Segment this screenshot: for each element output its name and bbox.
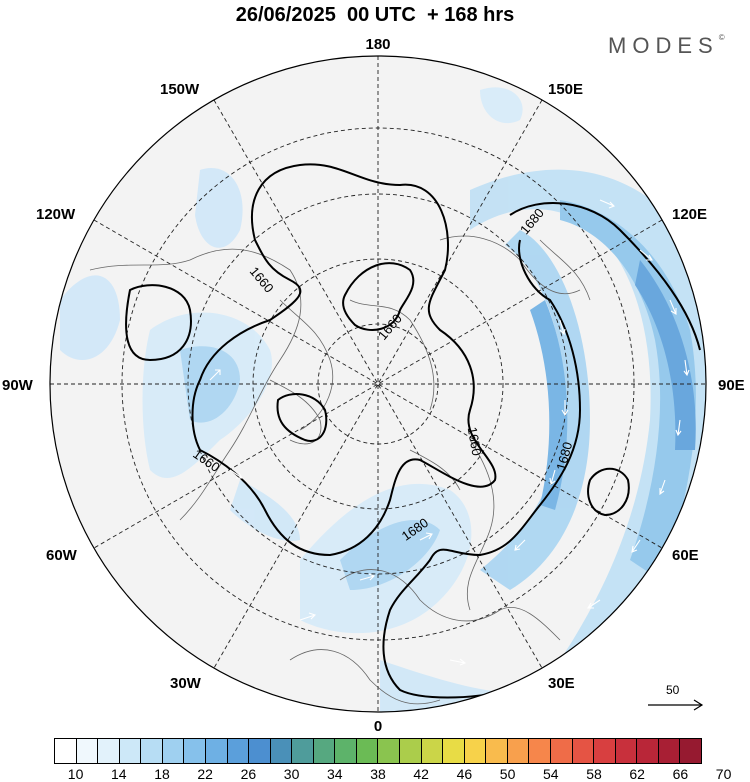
colorbar-segment xyxy=(227,739,250,763)
lon-label-30e: 30E xyxy=(548,675,575,692)
copyright-mark: © xyxy=(718,33,725,42)
contour-label: 1680 xyxy=(553,440,575,472)
colorbar-segment xyxy=(572,739,595,763)
colorbar-segment xyxy=(98,739,120,763)
colorbar-segment xyxy=(594,739,616,763)
colorbar-tick-label: 62 xyxy=(629,766,645,782)
colorbar-segment xyxy=(119,739,142,763)
colorbar-segment xyxy=(335,739,357,763)
colorbar-tick-label: 26 xyxy=(240,766,257,782)
colorbar-tick-label: 54 xyxy=(543,766,559,782)
colorbar-tick-label: 42 xyxy=(413,766,429,782)
colorbar-tick-label: 70 xyxy=(715,766,732,782)
colorbar-tick-label: 38 xyxy=(370,766,386,782)
reference-vector xyxy=(648,699,704,711)
colorbar-tick-label: 58 xyxy=(586,766,602,782)
colorbar-tick-label: 34 xyxy=(327,766,343,782)
colorbar-segment xyxy=(486,739,508,763)
contour-label: 1660 xyxy=(465,426,485,457)
colorbar-segment xyxy=(270,739,293,763)
colorbar-segment xyxy=(378,739,400,763)
brand-logo: MODES© xyxy=(608,33,725,59)
lon-label-180: 180 xyxy=(365,36,390,53)
colorbar-segment xyxy=(313,739,336,763)
colorbar-tick-label: 50 xyxy=(499,766,516,782)
lon-label-150w: 150W xyxy=(160,81,200,98)
lon-label-120e: 120E xyxy=(672,206,707,223)
colorbar-tick-label: 18 xyxy=(154,766,170,782)
lon-label-0: 0 xyxy=(374,718,382,735)
colorbar-segment xyxy=(507,739,530,763)
colorbar xyxy=(54,738,702,764)
colorbar-segment xyxy=(356,739,379,763)
page-title: 26/06/2025 00 UTC + 168 hrs xyxy=(235,4,515,26)
colorbar-segment xyxy=(421,739,444,763)
lon-label-60e: 60E xyxy=(672,547,699,564)
meridians xyxy=(50,56,706,712)
colorbar-tick-label: 10 xyxy=(67,766,84,782)
vector-scale-label: 50 xyxy=(666,683,680,697)
colorbar-segment xyxy=(615,739,638,763)
colorbar-segment xyxy=(205,739,228,763)
colorbar-segment xyxy=(637,739,659,763)
colorbar-segment xyxy=(162,739,185,763)
lon-label-150e: 150E xyxy=(548,81,583,98)
colorbar-segment xyxy=(464,739,487,763)
colorbar-tick-label: 14 xyxy=(111,766,127,782)
colorbar-ticks: 10 14 18 22 26 30 34 38 42 46 50 54 58 62 66 70 xyxy=(54,766,732,782)
colorbar-segment xyxy=(292,739,314,763)
brand-text: MODES xyxy=(608,33,719,58)
colorbar-segment xyxy=(141,739,163,763)
colorbar-tick-label: 30 xyxy=(283,766,300,782)
colorbar-segment xyxy=(443,739,465,763)
colorbar-tick-label: 22 xyxy=(197,766,213,782)
colorbar-segment xyxy=(184,739,206,763)
colorbar-segment xyxy=(249,739,271,763)
colorbar-tick-label: 46 xyxy=(456,766,473,782)
colorbar-segment xyxy=(55,739,77,763)
colorbar-segment xyxy=(550,739,573,763)
colorbar-segment xyxy=(400,739,422,763)
lon-label-90w: 90W xyxy=(2,377,34,394)
lon-label-90e: 90E xyxy=(718,377,745,394)
map-outline xyxy=(49,55,707,713)
wind-vectors xyxy=(209,199,690,666)
lon-label-120w: 120W xyxy=(36,206,76,223)
colorbar-segment xyxy=(76,739,99,763)
colorbar-segment xyxy=(658,739,681,763)
lon-label-30w: 30W xyxy=(170,675,202,692)
colorbar-segment xyxy=(529,739,551,763)
colorbar-tick-label: 66 xyxy=(672,766,689,782)
lon-label-60w: 60W xyxy=(46,547,78,564)
wind-speed-shading xyxy=(60,87,706,712)
colorbar-segment xyxy=(680,739,701,763)
height-contours xyxy=(125,163,701,699)
